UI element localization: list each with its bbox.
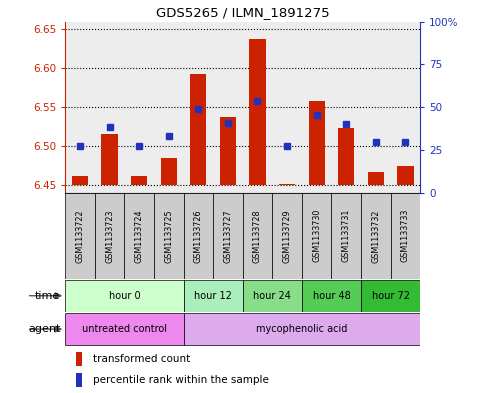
Bar [309,101,325,185]
Bar [279,184,295,185]
Bar [65,22,95,193]
Text: GSM1133733: GSM1133733 [401,209,410,263]
Title: GDS5265 / ILMN_1891275: GDS5265 / ILMN_1891275 [156,6,329,19]
Bar [131,176,147,185]
Text: hour 72: hour 72 [371,291,410,301]
Bar [331,22,361,193]
Text: GSM1133722: GSM1133722 [75,209,85,263]
Text: hour 24: hour 24 [254,291,291,301]
Text: agent: agent [28,324,60,334]
Bar [184,313,420,345]
Text: GSM1133725: GSM1133725 [164,209,173,263]
Text: GSM1133732: GSM1133732 [371,209,380,263]
Text: hour 0: hour 0 [109,291,140,301]
Text: percentile rank within the sample: percentile rank within the sample [93,375,269,385]
Bar [272,193,302,279]
Text: GSM1133727: GSM1133727 [224,209,232,263]
Text: GSM1133726: GSM1133726 [194,209,203,263]
Bar [368,172,384,185]
Text: GSM1133729: GSM1133729 [283,209,292,263]
Text: transformed count: transformed count [93,354,190,364]
Bar [125,22,154,193]
Bar [125,193,154,279]
Bar [391,22,420,193]
Text: GSM1133731: GSM1133731 [342,209,351,263]
Bar [302,280,361,312]
Bar [76,352,82,366]
Bar [213,22,243,193]
Text: untreated control: untreated control [82,324,167,334]
Text: GSM1133728: GSM1133728 [253,209,262,263]
Bar [338,128,355,185]
Bar [213,193,242,279]
Bar [361,280,420,312]
Text: GSM1133723: GSM1133723 [105,209,114,263]
Bar [95,22,125,193]
Bar [72,176,88,185]
Bar [184,22,213,193]
Bar [242,280,302,312]
Text: GSM1133724: GSM1133724 [135,209,143,263]
Bar [302,193,331,279]
Bar [361,22,391,193]
Bar [220,117,236,185]
Bar [65,193,95,279]
Bar [65,313,184,345]
Bar [154,22,184,193]
Text: mycophenolic acid: mycophenolic acid [256,324,348,334]
Bar [302,22,331,193]
Bar [184,280,242,312]
Bar [161,158,177,185]
Text: hour 48: hour 48 [313,291,350,301]
Bar [331,193,361,279]
Bar [190,73,206,185]
Text: GSM1133730: GSM1133730 [312,209,321,263]
Bar [398,166,413,185]
Bar [95,193,125,279]
Bar [76,373,82,387]
Bar [101,134,118,185]
Text: hour 12: hour 12 [194,291,232,301]
Bar [184,193,213,279]
Bar [154,193,184,279]
Bar [242,193,272,279]
Text: time: time [35,291,60,301]
Bar [243,22,272,193]
Bar [249,39,266,185]
Bar [272,22,302,193]
Bar [361,193,391,279]
Bar [65,280,184,312]
Bar [391,193,420,279]
